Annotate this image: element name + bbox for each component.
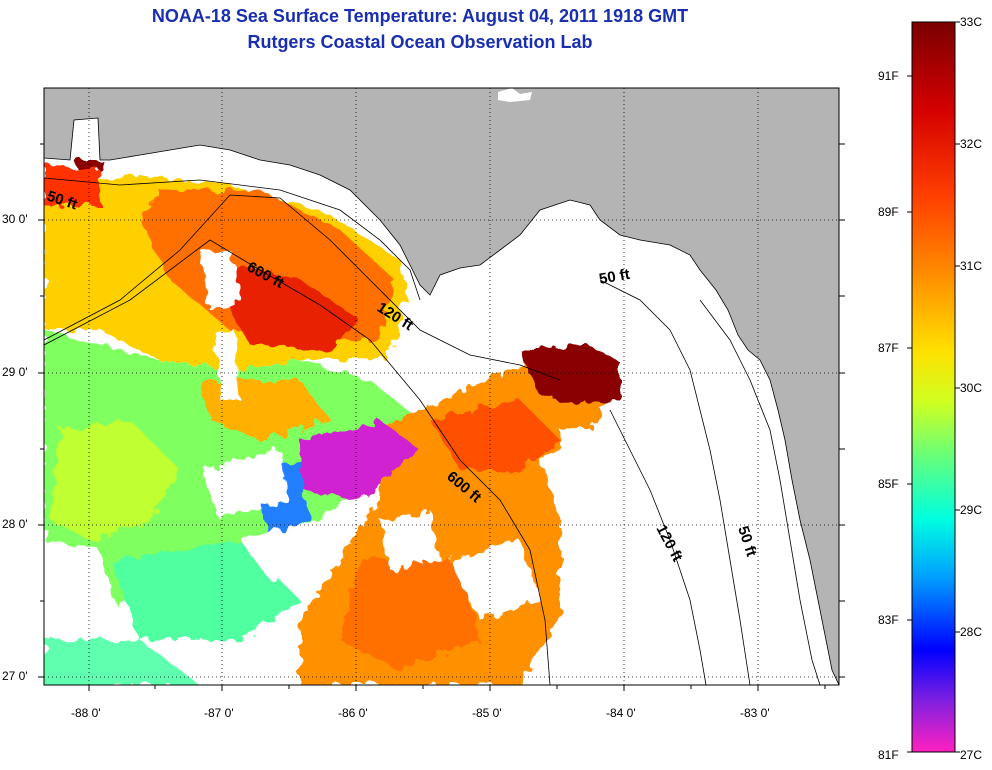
map-title: NOAA-18 Sea Surface Temperature: August … [151,6,689,26]
land-mass [44,88,839,685]
map-subtitle: Rutgers Coastal Ocean Observation Lab [247,32,593,52]
axis-ticks [38,143,845,691]
colorbar-fahrenheit-label: 85F [878,477,899,491]
colorbar-celsius-label: 30C [960,381,983,395]
colorbar [911,21,956,753]
contour-label: 50 ft [598,266,631,288]
lon-tick-label: -83 0' [740,706,770,720]
lat-tick-label: 29 0' [2,365,28,379]
colorbar-fahrenheit-label: 83F [878,613,899,627]
lon-tick-label: -86 0' [338,706,368,720]
lat-tick-label: 30 0' [2,212,28,226]
colorbar-celsius-label: 33C [960,15,983,29]
colorbar-celsius-label: 31C [960,259,983,273]
colorbar-fahrenheit-label: 87F [878,341,899,355]
map-grid [44,88,839,685]
lon-tick-label: -85 0' [472,706,502,720]
lat-tick-label: 27 0' [2,669,28,683]
lon-tick-label: -87 0' [204,706,234,720]
colorbar-celsius-label: 27C [960,748,983,762]
lon-tick-label: -88 0' [71,706,101,720]
sst-field [44,88,839,685]
plot-frame [43,87,840,686]
lat-tick-label: 28 0' [2,517,28,531]
colorbar-fahrenheit-label: 89F [878,205,899,219]
lon-tick-label: -84 0' [606,706,636,720]
colorbar-celsius-label: 28C [960,625,983,639]
colorbar-celsius-label: 29C [960,503,983,517]
colorbar-celsius-label: 32C [960,137,983,151]
colorbar-fahrenheit-label: 91F [878,69,899,83]
colorbar-fahrenheit-label: 81F [878,748,899,762]
